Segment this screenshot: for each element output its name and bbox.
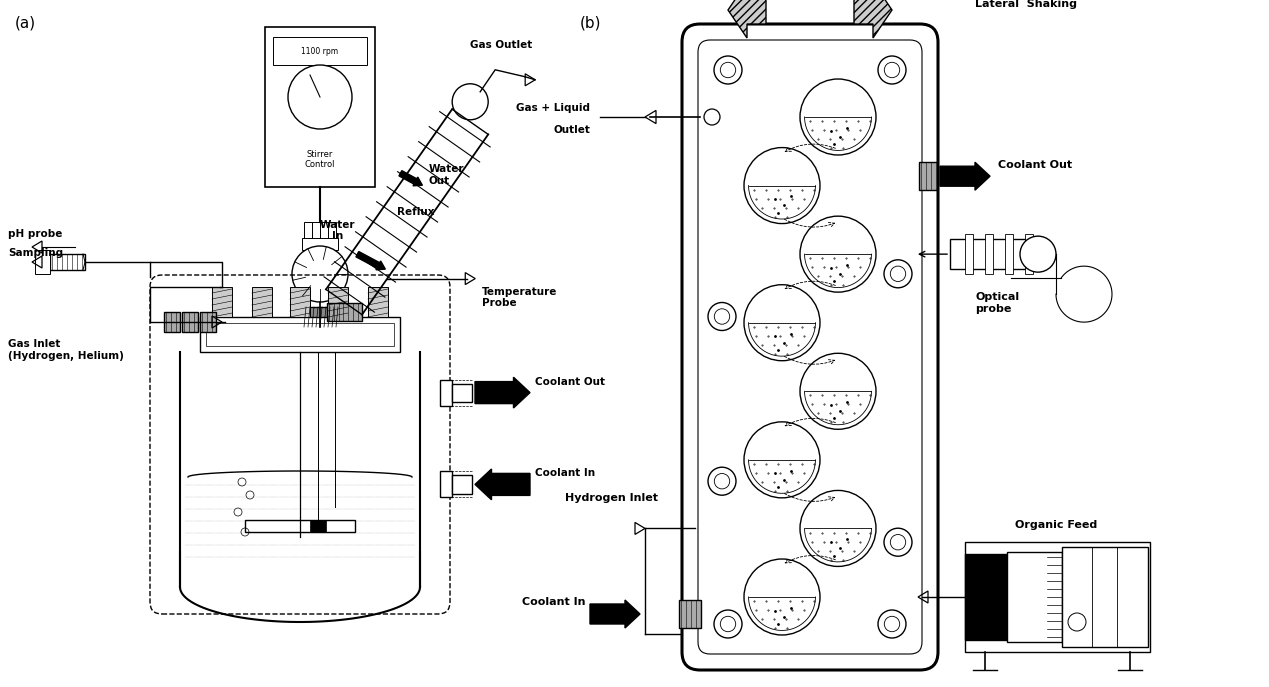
Bar [312, 222, 320, 240]
Circle shape [878, 610, 906, 638]
Text: Organic Feed: Organic Feed [1015, 520, 1098, 530]
Text: Optical
probe: Optical probe [975, 292, 1019, 314]
Circle shape [744, 284, 820, 361]
Bar [452, 475, 472, 493]
Bar [201, 317, 400, 352]
FancyArrow shape [475, 377, 530, 408]
Bar [327, 287, 348, 317]
Polygon shape [805, 254, 872, 288]
Text: Hydrogen Inlet: Hydrogen Inlet [565, 493, 659, 504]
Circle shape [708, 302, 736, 330]
Circle shape [878, 56, 906, 84]
Bar [327, 222, 336, 240]
FancyArrow shape [398, 170, 423, 185]
FancyArrow shape [475, 469, 530, 500]
Bar [919, 162, 937, 190]
Bar [206, 323, 393, 346]
Circle shape [884, 528, 912, 556]
Circle shape [744, 148, 820, 223]
Bar [452, 383, 472, 402]
Polygon shape [805, 392, 872, 425]
Circle shape [1020, 236, 1056, 272]
Bar [245, 520, 355, 532]
Polygon shape [728, 0, 766, 38]
Bar [679, 600, 700, 628]
Circle shape [292, 246, 348, 302]
Bar [1062, 547, 1148, 647]
FancyArrow shape [590, 600, 640, 628]
Bar [164, 312, 180, 332]
Text: Outlet: Outlet [553, 125, 590, 135]
Bar [440, 471, 452, 497]
Text: 1100 rpm: 1100 rpm [302, 47, 339, 56]
Polygon shape [805, 528, 872, 562]
Circle shape [799, 79, 876, 155]
Text: Sampling: Sampling [8, 248, 63, 258]
Text: Reflux: Reflux [397, 207, 434, 217]
Bar [964, 542, 1150, 652]
Bar [1008, 552, 1062, 642]
FancyArrow shape [355, 251, 386, 270]
FancyArrow shape [940, 162, 990, 190]
Text: Coolant In: Coolant In [522, 597, 585, 607]
Bar [964, 554, 1008, 640]
Bar [253, 287, 272, 317]
Polygon shape [749, 323, 816, 356]
Circle shape [452, 84, 489, 120]
Bar [310, 520, 326, 532]
Bar [36, 250, 49, 274]
Bar [326, 303, 362, 321]
Text: Water
In: Water In [320, 220, 355, 241]
Bar [368, 287, 388, 317]
Text: Water
Out: Water Out [429, 164, 464, 186]
Bar [212, 287, 232, 317]
Bar [291, 287, 310, 317]
Bar [950, 239, 1036, 269]
Text: Gas Outlet: Gas Outlet [471, 40, 533, 49]
Polygon shape [749, 460, 816, 493]
Bar [302, 238, 338, 250]
Circle shape [708, 467, 736, 495]
Text: Gas Inlet
(Hydrogen, Helium): Gas Inlet (Hydrogen, Helium) [8, 339, 124, 361]
Bar [273, 37, 367, 65]
Text: Gas + Liquid: Gas + Liquid [516, 103, 590, 113]
Circle shape [799, 216, 876, 292]
Bar [201, 312, 216, 332]
Bar [305, 222, 312, 240]
Circle shape [744, 422, 820, 498]
Polygon shape [854, 0, 892, 38]
Circle shape [704, 109, 720, 125]
FancyBboxPatch shape [681, 24, 938, 670]
Circle shape [884, 260, 912, 288]
Bar [49, 254, 85, 270]
Bar [265, 27, 376, 187]
Bar [1005, 234, 1013, 274]
Text: (b): (b) [580, 15, 602, 30]
Polygon shape [749, 597, 816, 631]
Circle shape [799, 353, 876, 429]
Circle shape [288, 65, 352, 129]
Polygon shape [749, 185, 816, 219]
Text: (a): (a) [15, 15, 36, 30]
Circle shape [714, 610, 742, 638]
Bar [181, 312, 198, 332]
Text: Temperature
Probe: Temperature Probe [482, 286, 557, 308]
Circle shape [799, 491, 876, 566]
Polygon shape [805, 117, 872, 150]
Text: Coolant Out: Coolant Out [536, 376, 605, 387]
Bar [964, 234, 973, 274]
Bar [440, 380, 452, 405]
Text: Coolant In: Coolant In [536, 469, 595, 478]
Bar [305, 307, 336, 327]
Bar [985, 234, 994, 274]
Text: Coolant Out: Coolant Out [997, 160, 1072, 170]
Bar [320, 222, 327, 240]
Circle shape [744, 559, 820, 635]
Text: pH probe: pH probe [8, 229, 62, 239]
Text: Stirrer
Control: Stirrer Control [305, 150, 335, 169]
Bar [1025, 234, 1033, 274]
Text: Lateral  Shaking: Lateral Shaking [975, 0, 1077, 9]
Circle shape [714, 56, 742, 84]
